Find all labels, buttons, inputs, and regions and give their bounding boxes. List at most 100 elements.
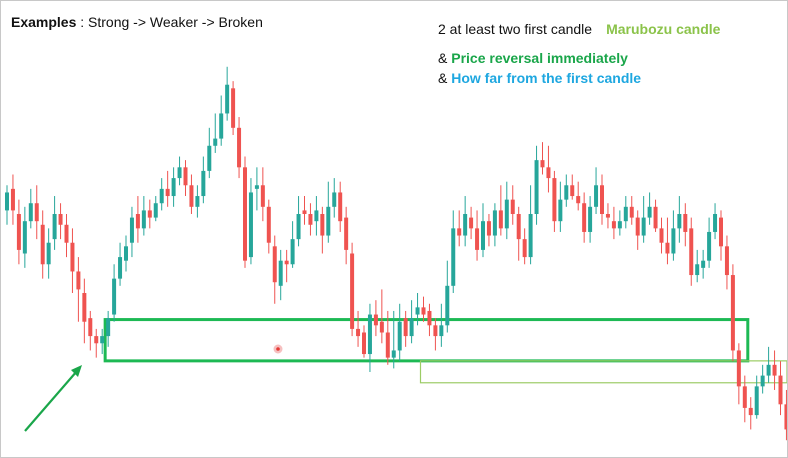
candle-body <box>76 271 81 290</box>
candle-body <box>129 217 134 243</box>
candle-body <box>397 321 402 351</box>
candle-body <box>582 203 587 232</box>
candle-body <box>207 145 212 171</box>
candle-body <box>463 214 468 236</box>
candle-body <box>385 332 390 358</box>
candle-body <box>552 178 557 222</box>
candle-body <box>748 407 753 416</box>
candle-body <box>421 307 426 315</box>
candle-body <box>278 260 283 286</box>
candle-body <box>28 203 33 222</box>
candle-body <box>736 350 741 387</box>
candle-body <box>635 217 640 236</box>
candle-body <box>100 336 105 344</box>
cursor-marker <box>276 347 280 351</box>
candle-body <box>695 264 700 276</box>
candle-body <box>439 325 444 337</box>
candle-body <box>70 242 75 272</box>
candle-body <box>254 185 259 189</box>
candle-body <box>147 210 152 218</box>
annotation-line-2: & Price reversal immediately <box>438 50 628 66</box>
candle-body <box>445 285 450 326</box>
candle-body <box>231 88 236 128</box>
weak-zone-box <box>419 360 787 384</box>
candle-body <box>88 318 93 337</box>
candle-body <box>540 160 545 168</box>
strong-zone-box <box>103 318 750 363</box>
candle-body <box>772 364 777 376</box>
reversal-highlight: Price reversal immediately <box>451 50 628 66</box>
candle-body <box>5 192 9 211</box>
candle-body <box>260 185 265 207</box>
candle-body <box>106 318 111 337</box>
candle-body <box>225 84 230 114</box>
candle-body <box>379 321 384 333</box>
candle-body <box>457 228 462 236</box>
candle-body <box>373 314 378 326</box>
candle-body <box>498 210 503 229</box>
candle-body <box>16 214 21 250</box>
candle-body <box>118 257 123 279</box>
candle-body <box>243 167 247 261</box>
candle-body <box>665 242 670 254</box>
candle-body <box>558 199 563 222</box>
candle-body <box>94 336 99 344</box>
candle-body <box>534 160 539 214</box>
candle-body <box>730 275 735 351</box>
annotation-line-1: 2 at least two first candle Marubozu cand… <box>438 21 721 37</box>
candle-body <box>189 185 194 207</box>
distance-highlight: How far from the first candle <box>451 70 642 86</box>
candle-body <box>671 228 676 254</box>
candle-body <box>707 231 712 261</box>
candle-body <box>742 386 747 408</box>
candle-body <box>724 246 729 276</box>
candle-body <box>600 185 604 214</box>
candle-body <box>314 210 319 222</box>
arrow-shaft <box>24 370 78 432</box>
candle-body <box>213 138 218 146</box>
candle-body <box>141 210 146 229</box>
candle-body <box>135 214 140 229</box>
arrow-head <box>71 365 82 377</box>
candle-body <box>516 214 521 240</box>
candle-body <box>302 210 307 214</box>
candle-body <box>124 246 128 261</box>
candle-body <box>504 199 509 229</box>
candle-body <box>201 170 206 197</box>
candle-body <box>481 221 485 250</box>
candle-body <box>546 167 551 179</box>
candle-body <box>112 278 117 315</box>
candle-body <box>171 178 176 197</box>
candle-body <box>605 214 610 218</box>
candle-body <box>677 214 682 229</box>
candle-body <box>34 203 39 222</box>
candle-body <box>766 364 771 376</box>
candle-body <box>611 221 616 229</box>
candle-body <box>492 210 497 236</box>
candle-body <box>576 196 581 204</box>
candle-body <box>284 260 289 265</box>
candle-body <box>486 221 491 236</box>
candle-body <box>701 260 706 268</box>
candle-body <box>22 221 27 254</box>
candle-body <box>183 167 188 186</box>
candle-body <box>451 228 456 286</box>
candle-body <box>367 314 372 355</box>
candle-body <box>629 206 634 218</box>
candle-body <box>403 318 408 337</box>
candle-body <box>641 217 646 236</box>
candle-body <box>356 328 361 337</box>
candle-body <box>320 214 325 236</box>
candle-body <box>719 217 723 247</box>
candle-body <box>362 332 366 355</box>
candle-body <box>510 199 515 214</box>
candle-body <box>82 293 87 322</box>
candle-body <box>760 375 765 387</box>
candle-body <box>46 242 51 265</box>
candle-body <box>415 307 420 315</box>
candle-body <box>195 196 200 207</box>
candle-body <box>290 239 295 265</box>
candle-body <box>433 325 438 337</box>
